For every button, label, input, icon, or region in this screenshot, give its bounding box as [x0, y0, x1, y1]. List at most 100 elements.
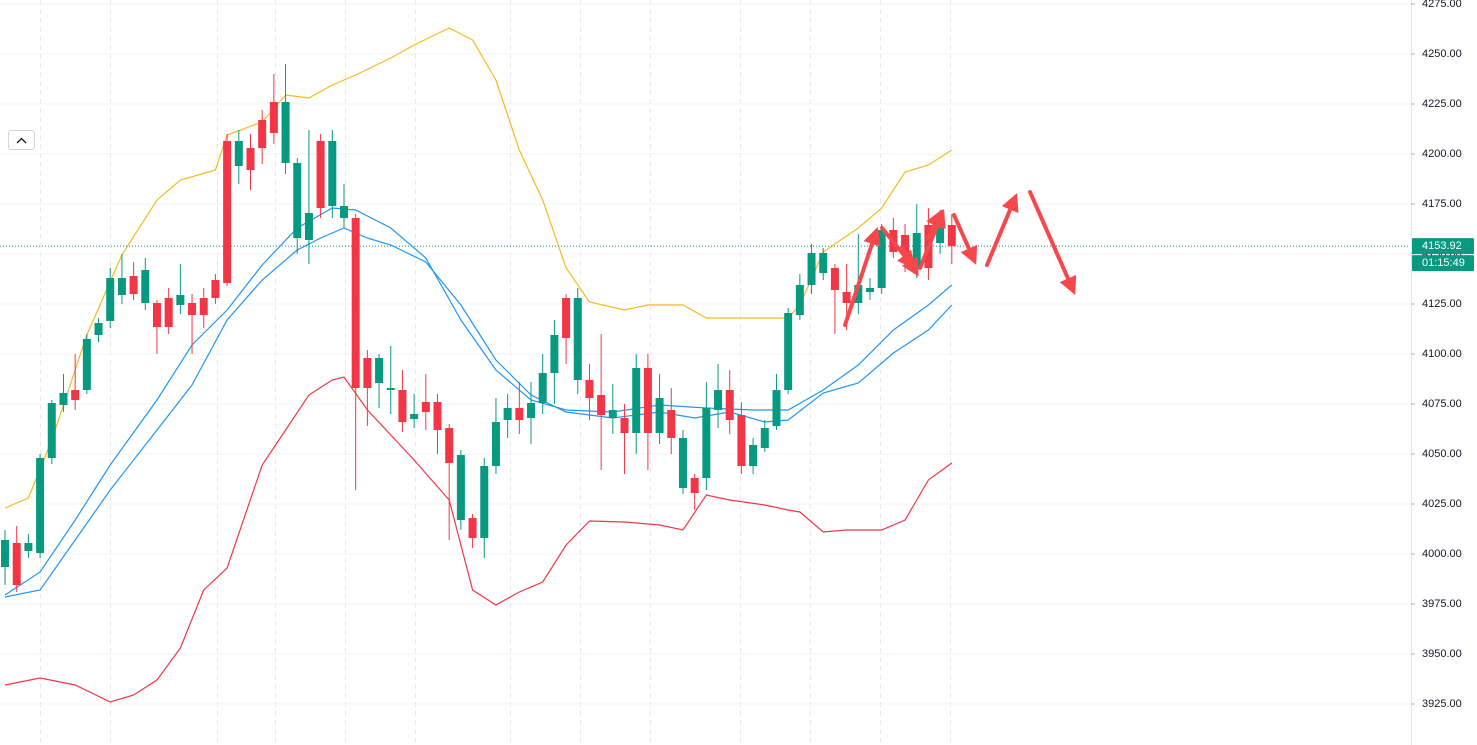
candle — [819, 248, 828, 280]
candle — [12, 526, 21, 592]
candle-body — [199, 298, 208, 315]
y-tick-label: 4125.00 — [1422, 298, 1462, 310]
candle — [608, 384, 617, 434]
candle-body — [597, 395, 606, 415]
candle — [772, 374, 781, 430]
candle-body — [678, 438, 687, 488]
candle — [386, 346, 395, 414]
y-tick-label: 4275.00 — [1422, 0, 1462, 10]
candle — [865, 278, 874, 300]
candle-body — [784, 313, 793, 390]
candle-body — [47, 403, 56, 458]
candle — [795, 274, 804, 320]
candle — [690, 474, 699, 510]
candle — [152, 300, 161, 354]
collapse-button[interactable] — [8, 130, 35, 150]
candle-body — [24, 543, 33, 551]
candle — [667, 388, 676, 454]
candle — [854, 234, 863, 314]
candle — [246, 134, 255, 190]
candle-body — [328, 141, 337, 206]
candle-body — [737, 415, 746, 466]
candles — [1, 64, 956, 592]
candle-body — [947, 225, 956, 247]
candle-body — [234, 141, 243, 166]
candle-body — [714, 390, 723, 410]
candle — [807, 244, 816, 294]
candle-body — [82, 339, 91, 390]
candle — [550, 320, 559, 404]
candle — [538, 354, 547, 414]
candle-body — [375, 358, 384, 383]
candle — [211, 274, 220, 304]
candle-body — [316, 141, 325, 208]
last-price-label: 4153.92 — [1422, 240, 1462, 252]
candle-body — [398, 390, 407, 422]
candle-body — [585, 380, 594, 398]
candle — [877, 224, 886, 294]
candle-body — [468, 518, 477, 538]
candle-body — [410, 414, 419, 419]
candle-body — [491, 422, 500, 466]
arrow — [985, 193, 1019, 267]
candle — [491, 398, 500, 474]
candle — [223, 134, 232, 286]
candle-body — [655, 398, 664, 433]
candle-body — [456, 455, 465, 520]
candle — [480, 458, 489, 558]
candle-body — [223, 141, 232, 283]
candle-body — [246, 148, 255, 170]
candle-body — [632, 368, 641, 433]
y-tick-label: 4000.00 — [1422, 548, 1462, 560]
candle-body — [760, 428, 769, 448]
candle-body — [842, 292, 851, 303]
candle — [760, 420, 769, 452]
candle — [714, 364, 723, 428]
button-frame[interactable] — [8, 130, 35, 150]
candle — [947, 214, 956, 264]
candle-body — [819, 253, 828, 273]
candle — [702, 382, 711, 490]
chevron-icon — [16, 137, 27, 144]
candle-body — [188, 303, 197, 315]
candle-body — [351, 218, 360, 388]
candle — [573, 288, 582, 394]
candle — [597, 334, 606, 470]
candle-body — [363, 358, 372, 388]
candle-body — [129, 276, 138, 294]
y-tick-label: 4200.00 — [1422, 148, 1462, 160]
candle — [433, 394, 442, 454]
candle — [164, 288, 173, 334]
candle — [585, 364, 594, 420]
candle-body — [643, 368, 652, 433]
candle-body — [702, 408, 711, 478]
candle-body — [386, 388, 395, 390]
candle — [351, 214, 360, 490]
indicator-line — [4, 376, 953, 703]
candle-body — [94, 323, 103, 335]
candle — [620, 404, 629, 474]
candle-body — [141, 270, 150, 303]
y-tick-label: 4175.00 — [1422, 198, 1462, 210]
candle-body — [152, 303, 161, 327]
candle-body — [480, 466, 489, 538]
candle — [258, 110, 267, 164]
indicators — [0, 27, 1410, 703]
candle-body — [36, 458, 45, 553]
y-tick-label: 3925.00 — [1422, 698, 1462, 710]
y-tick-label: 4225.00 — [1422, 98, 1462, 110]
candle-body — [901, 235, 910, 255]
candle-body — [725, 390, 734, 420]
countdown-label: 01:15:49 — [1422, 257, 1465, 269]
candle — [410, 394, 419, 428]
candle-body — [877, 230, 886, 288]
candle — [141, 258, 150, 310]
candle — [176, 264, 185, 314]
candle-body — [749, 445, 758, 466]
candle — [737, 402, 746, 474]
candle — [678, 430, 687, 494]
candle-body — [807, 253, 816, 285]
candle — [1, 530, 10, 585]
